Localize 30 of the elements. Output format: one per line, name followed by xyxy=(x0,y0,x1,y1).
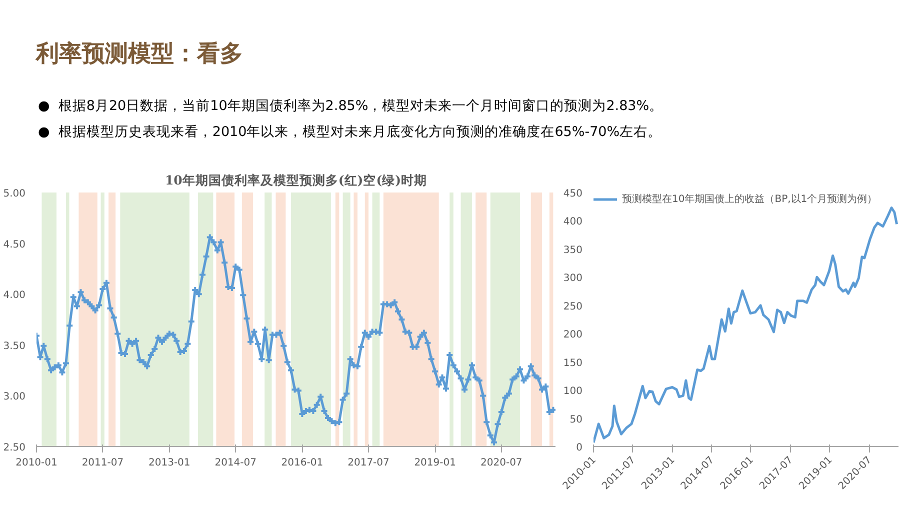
chart-title: 10年期国债利率及模型预测多(红)空(绿)时期 xyxy=(164,172,428,188)
x-tick-label: 2016-01 xyxy=(281,458,324,468)
text: 利率预测模型：看多 xyxy=(36,40,244,69)
y-tick-label: 3.50 xyxy=(3,340,26,352)
y-tick-label: 200 xyxy=(563,330,583,341)
legend-label: 预测模型在10年期国债上的收益（BP,以1个月预测为例） xyxy=(622,192,878,206)
y-tick-label: 150 xyxy=(563,358,583,369)
y-tick-label: 3.00 xyxy=(3,392,26,403)
y-tick-label: 300 xyxy=(563,273,583,284)
x-tick-label: 2011-07 xyxy=(82,458,124,468)
y-tick-label: 100 xyxy=(563,386,583,398)
y-tick-label: 400 xyxy=(563,216,583,228)
line-series xyxy=(594,206,898,444)
y-tick-label: 250 xyxy=(563,301,583,312)
x-tick-label: 2013-01 xyxy=(148,458,190,468)
x-tick-label: 2014-07 xyxy=(214,458,257,468)
x-tick-label: 2010-01 xyxy=(16,458,58,468)
y-tick-label: 450 xyxy=(563,188,583,200)
x-tick-label: 2020-07 xyxy=(480,458,522,468)
y-tick-label: 50 xyxy=(570,414,583,426)
x-tick-label: 2019-01 xyxy=(414,458,456,468)
text: ● 根据8月20日数据，当前10年期国债利率为2.85%，模型对未来一个月时间窗口的预测为2.83%。 xyxy=(38,96,664,116)
y-tick-label: 350 xyxy=(563,244,583,256)
y-tick-label: 4.00 xyxy=(3,290,26,302)
y-tick-label: 0 xyxy=(576,442,583,454)
x-tick-label: 2017-07 xyxy=(348,458,390,468)
y-tick-label: 4.50 xyxy=(3,239,26,250)
y-tick-label: 5.00 xyxy=(3,188,26,200)
y-tick-label: 2.50 xyxy=(3,442,26,454)
text: ● 根据模型历史表现来看，2010年以来，模型对未来月底变化方向预测的准确度在65%-70%左右。 xyxy=(38,122,663,142)
